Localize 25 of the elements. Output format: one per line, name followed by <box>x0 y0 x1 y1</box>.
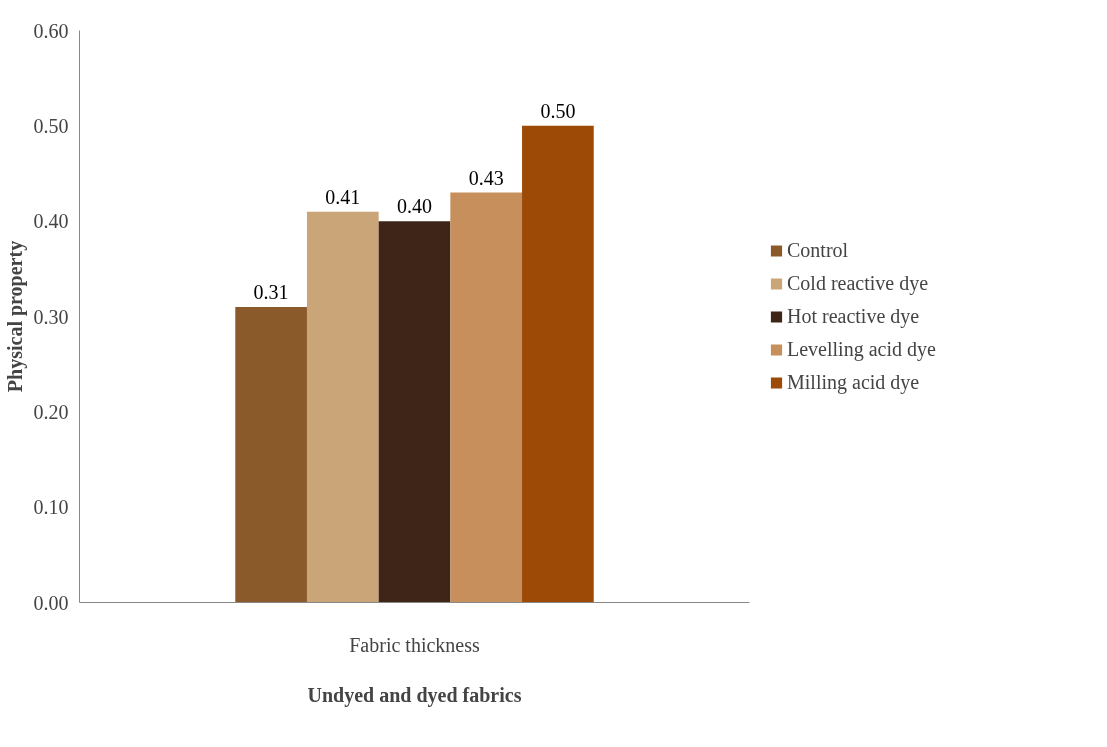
bar <box>522 125 594 603</box>
x-tick-label: Fabric thickness <box>349 633 480 656</box>
y-tick-label: 0.60 <box>33 19 69 42</box>
legend-label: Levelling acid dye <box>787 337 936 361</box>
y-tick-label: 0.40 <box>33 210 69 233</box>
data-label: 0.43 <box>468 166 504 189</box>
y-tick-label: 0.30 <box>33 305 69 328</box>
y-tick-label: 0.50 <box>33 114 69 137</box>
data-label: 0.50 <box>540 99 576 122</box>
bar <box>235 306 307 603</box>
y-tick-label: 0.20 <box>33 400 69 423</box>
legend-label: Milling acid dye <box>787 370 920 394</box>
y-tick-label: 0.10 <box>33 496 69 519</box>
y-tick-label: 0.00 <box>33 591 69 614</box>
bar <box>306 211 379 603</box>
x-axis-title: Undyed and dyed fabrics <box>307 683 522 707</box>
legend-label: Hot reactive dye <box>787 304 920 328</box>
data-label: 0.31 <box>253 280 289 303</box>
y-axis-title: Physical property <box>3 240 27 393</box>
bar <box>450 192 523 603</box>
bar <box>378 221 451 603</box>
legend-label: Cold reactive dye <box>787 271 929 295</box>
data-label: 0.41 <box>325 185 361 208</box>
data-label: 0.40 <box>397 195 432 218</box>
legend-label: Control <box>787 238 849 262</box>
